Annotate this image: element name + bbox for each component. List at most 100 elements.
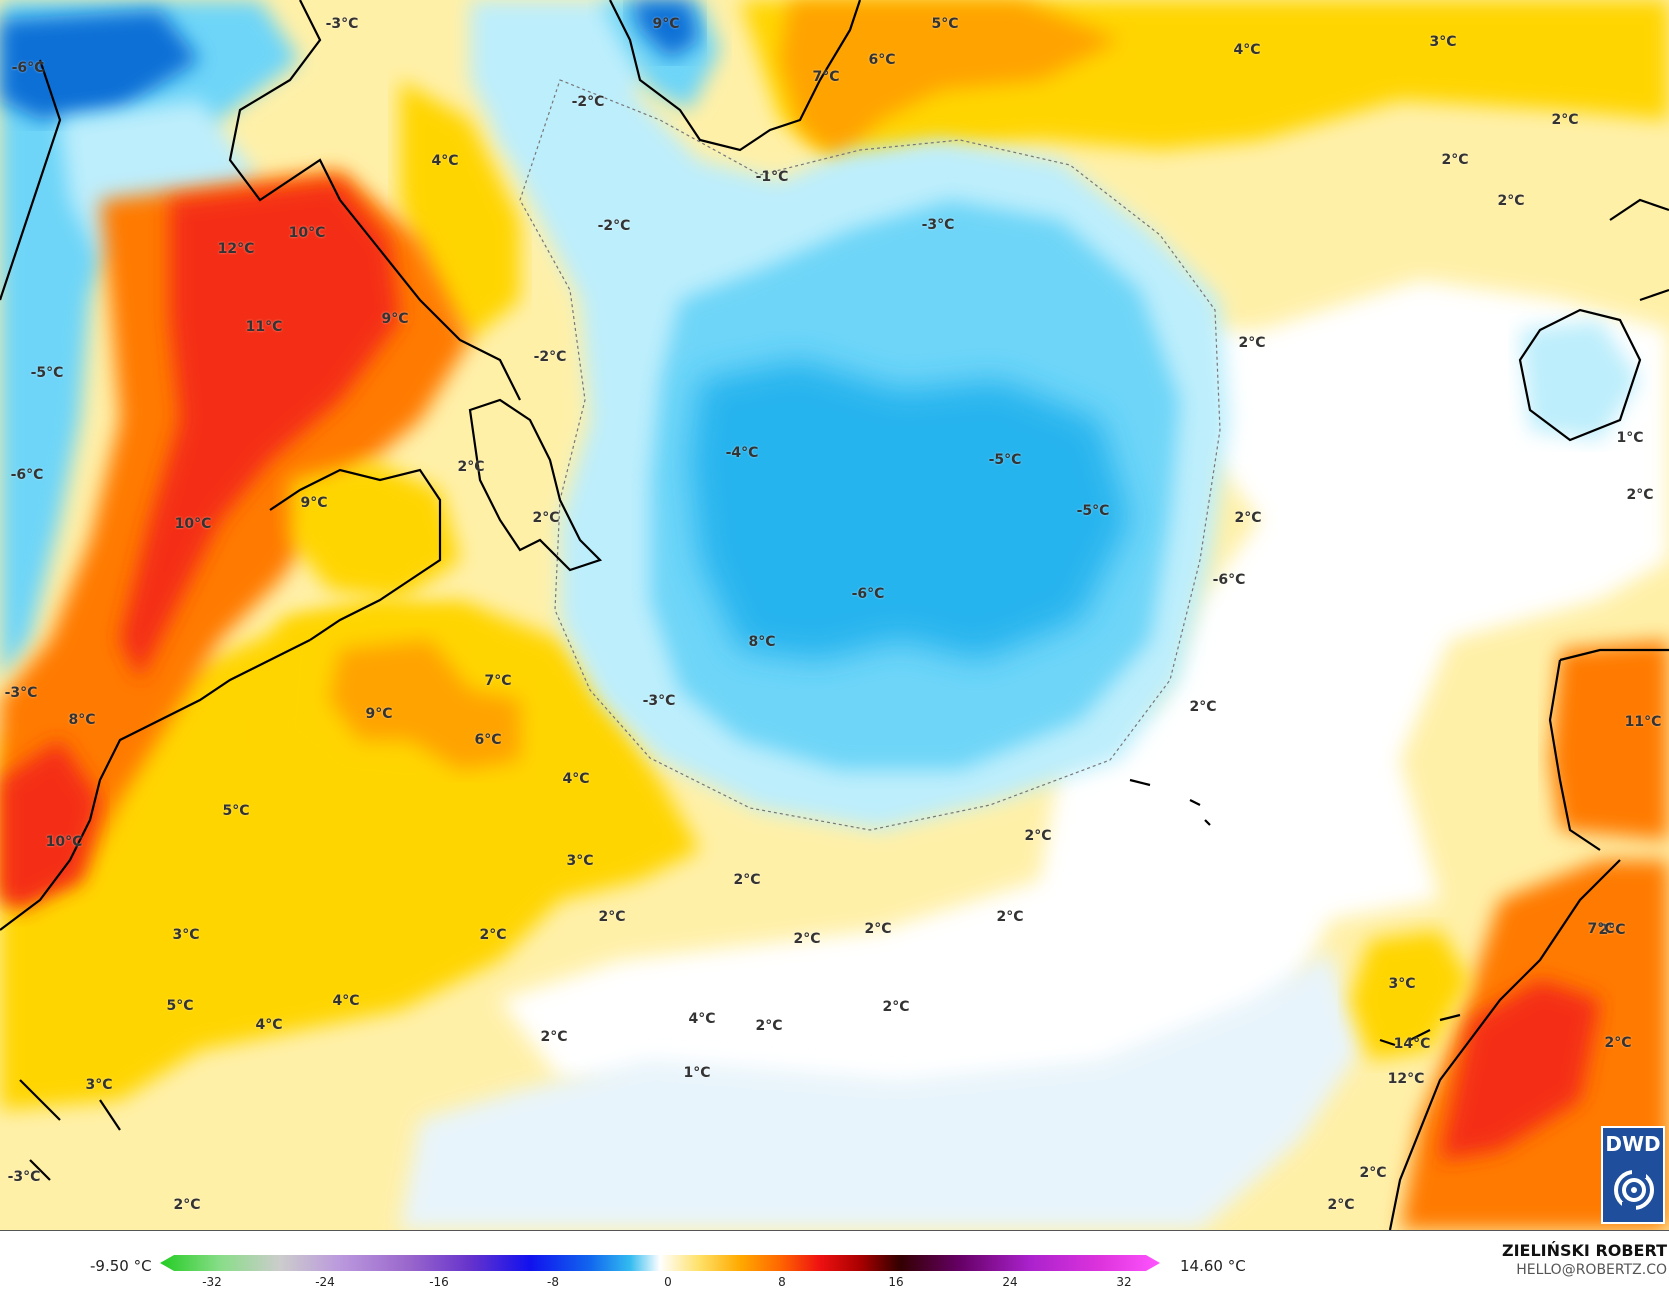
orange-zone-north [780, 0, 1120, 160]
temperature-label: 2°C [1327, 1197, 1355, 1213]
temperature-label: 6°C [474, 732, 502, 748]
temperature-label: 11°C [1624, 714, 1662, 730]
temperature-label: 7°C [812, 69, 840, 85]
temperature-label: -6°C [1212, 572, 1246, 588]
temperature-label: 2°C [1604, 1035, 1632, 1051]
colorbar-tick-label: -16 [429, 1275, 449, 1289]
colorbar-tick-label: -8 [547, 1275, 559, 1289]
temperature-label: 12°C [217, 241, 255, 257]
temperature-label: 8°C [748, 634, 776, 650]
coast-britain [1609, 198, 1669, 302]
temperature-label: 4°C [332, 993, 360, 1009]
colorbar-tick-label: 24 [1002, 1275, 1018, 1289]
temperature-label: 4°C [255, 1017, 283, 1033]
temperature-label: 2°C [864, 921, 892, 937]
temperature-label: 2°C [1189, 699, 1217, 715]
colorbar-tick-label: 32 [1116, 1275, 1132, 1289]
coastlines [0, 0, 1669, 1230]
temperature-label: 9°C [365, 706, 393, 722]
temperature-label: 9°C [652, 16, 680, 32]
coast-east-us [0, 639, 311, 931]
temperature-label: -2°C [571, 94, 605, 110]
warm-zone-canada-core [120, 180, 400, 680]
temperature-label: 7°C [1587, 921, 1615, 937]
temperature-label: 3°C [566, 853, 594, 869]
temperature-label: 2°C [540, 1029, 568, 1045]
temperature-label: 2°C [1497, 193, 1525, 209]
temperature-label: 2°C [755, 1018, 783, 1034]
temperature-label: 10°C [174, 516, 212, 532]
coast-greenland [609, 0, 862, 152]
temperature-label: 3°C [1429, 34, 1457, 50]
temperature-label: -3°C [921, 217, 955, 233]
temperature-label: 10°C [288, 225, 326, 241]
temperature-label: 2°C [1441, 152, 1469, 168]
warm-zone-coast-core [0, 740, 100, 910]
temperature-label: -5°C [988, 452, 1022, 468]
colorbar-tick-label: -24 [315, 1275, 335, 1289]
coast-azores [1129, 778, 1211, 826]
colorbar-tick-label: 16 [888, 1275, 904, 1289]
colorbar-body [160, 1255, 1160, 1271]
temperature-label: 2°C [1551, 112, 1579, 128]
coast-africa [1388, 859, 1621, 1230]
temperature-label: 9°C [381, 311, 409, 327]
warm-zone-canaries [1350, 930, 1470, 1060]
warm-zone-maritimes [290, 460, 460, 600]
legend-max-value: 14.60 °C [1180, 1257, 1246, 1275]
temperature-label: -5°C [1076, 503, 1110, 519]
cold-zone-ireland [1520, 320, 1640, 440]
coast-canaries [1379, 1013, 1461, 1047]
author-name: ZIELIŃSKI ROBERT [1501, 1241, 1667, 1260]
legend-bar: -9.50 °C [0, 1230, 1669, 1289]
author-email: HELLO@ROBERTZ.CO [1516, 1262, 1667, 1278]
temperature-label: -6°C [10, 467, 44, 483]
neutral-zone-east [500, 280, 1669, 1150]
temperature-label: 2°C [1024, 828, 1052, 844]
temperature-map: -3°C 9°C 5°C 4°C 3°C -6°C -2°C 7°C 6°C 2°C 4°C -1°C… [0, 0, 1669, 1230]
temperature-label: 2°C [733, 872, 761, 888]
coast-st-lawrence [269, 468, 442, 641]
temperature-label: 14°C [1393, 1036, 1431, 1052]
colorbar [160, 1255, 1160, 1271]
temperature-label: -6°C [851, 586, 885, 602]
temperature-label: 7°C [484, 673, 512, 689]
coast-iberia [1548, 648, 1669, 851]
cold-pool-core [690, 360, 1130, 660]
temperature-label: 11°C [245, 319, 283, 335]
colorbar-tick-label: -32 [202, 1275, 222, 1289]
warm-zone-west [0, 600, 700, 1110]
temperature-label: 2°C [1626, 487, 1654, 503]
orange-blob-a [330, 640, 520, 770]
temperature-label: -3°C [642, 693, 676, 709]
temperature-label: 4°C [1233, 42, 1261, 58]
temperature-label: 6°C [868, 52, 896, 68]
warm-zone-iberia [1550, 640, 1669, 840]
coast-bahamas [19, 1079, 121, 1181]
temperature-label: -1°C [755, 169, 789, 185]
dwd-logo: DWD [1601, 1126, 1665, 1224]
dwd-swirl-icon [1614, 1170, 1654, 1210]
temperature-label: -2°C [597, 218, 631, 234]
temperature-label: 2°C [996, 909, 1024, 925]
temperature-label: 3°C [1388, 976, 1416, 992]
legend-min-value: -9.50 °C [90, 1257, 152, 1275]
temperature-label: -5°C [30, 365, 64, 381]
coast-hudson [0, 59, 62, 301]
temperature-label: 2°C [882, 999, 910, 1015]
temperature-fields [0, 0, 1669, 1230]
neutral-zone-south [400, 950, 1360, 1230]
temperature-label: 12°C [1387, 1071, 1425, 1087]
temperature-label: 2°C [173, 1197, 201, 1213]
temperature-label: 3°C [172, 927, 200, 943]
temperature-label: 10°C [45, 834, 83, 850]
temperature-label: 1°C [683, 1065, 711, 1081]
dwd-logo-text: DWD [1605, 1132, 1661, 1156]
temperature-label: 4°C [688, 1011, 716, 1027]
cold-core-greenland [630, 0, 700, 60]
temperature-label: 1°C [1616, 430, 1644, 446]
temperature-label: 2°C [1359, 1165, 1387, 1181]
temperature-label: 2°C [532, 510, 560, 526]
temperature-label: 2°C [793, 931, 821, 947]
temperature-label: -3°C [325, 16, 359, 32]
